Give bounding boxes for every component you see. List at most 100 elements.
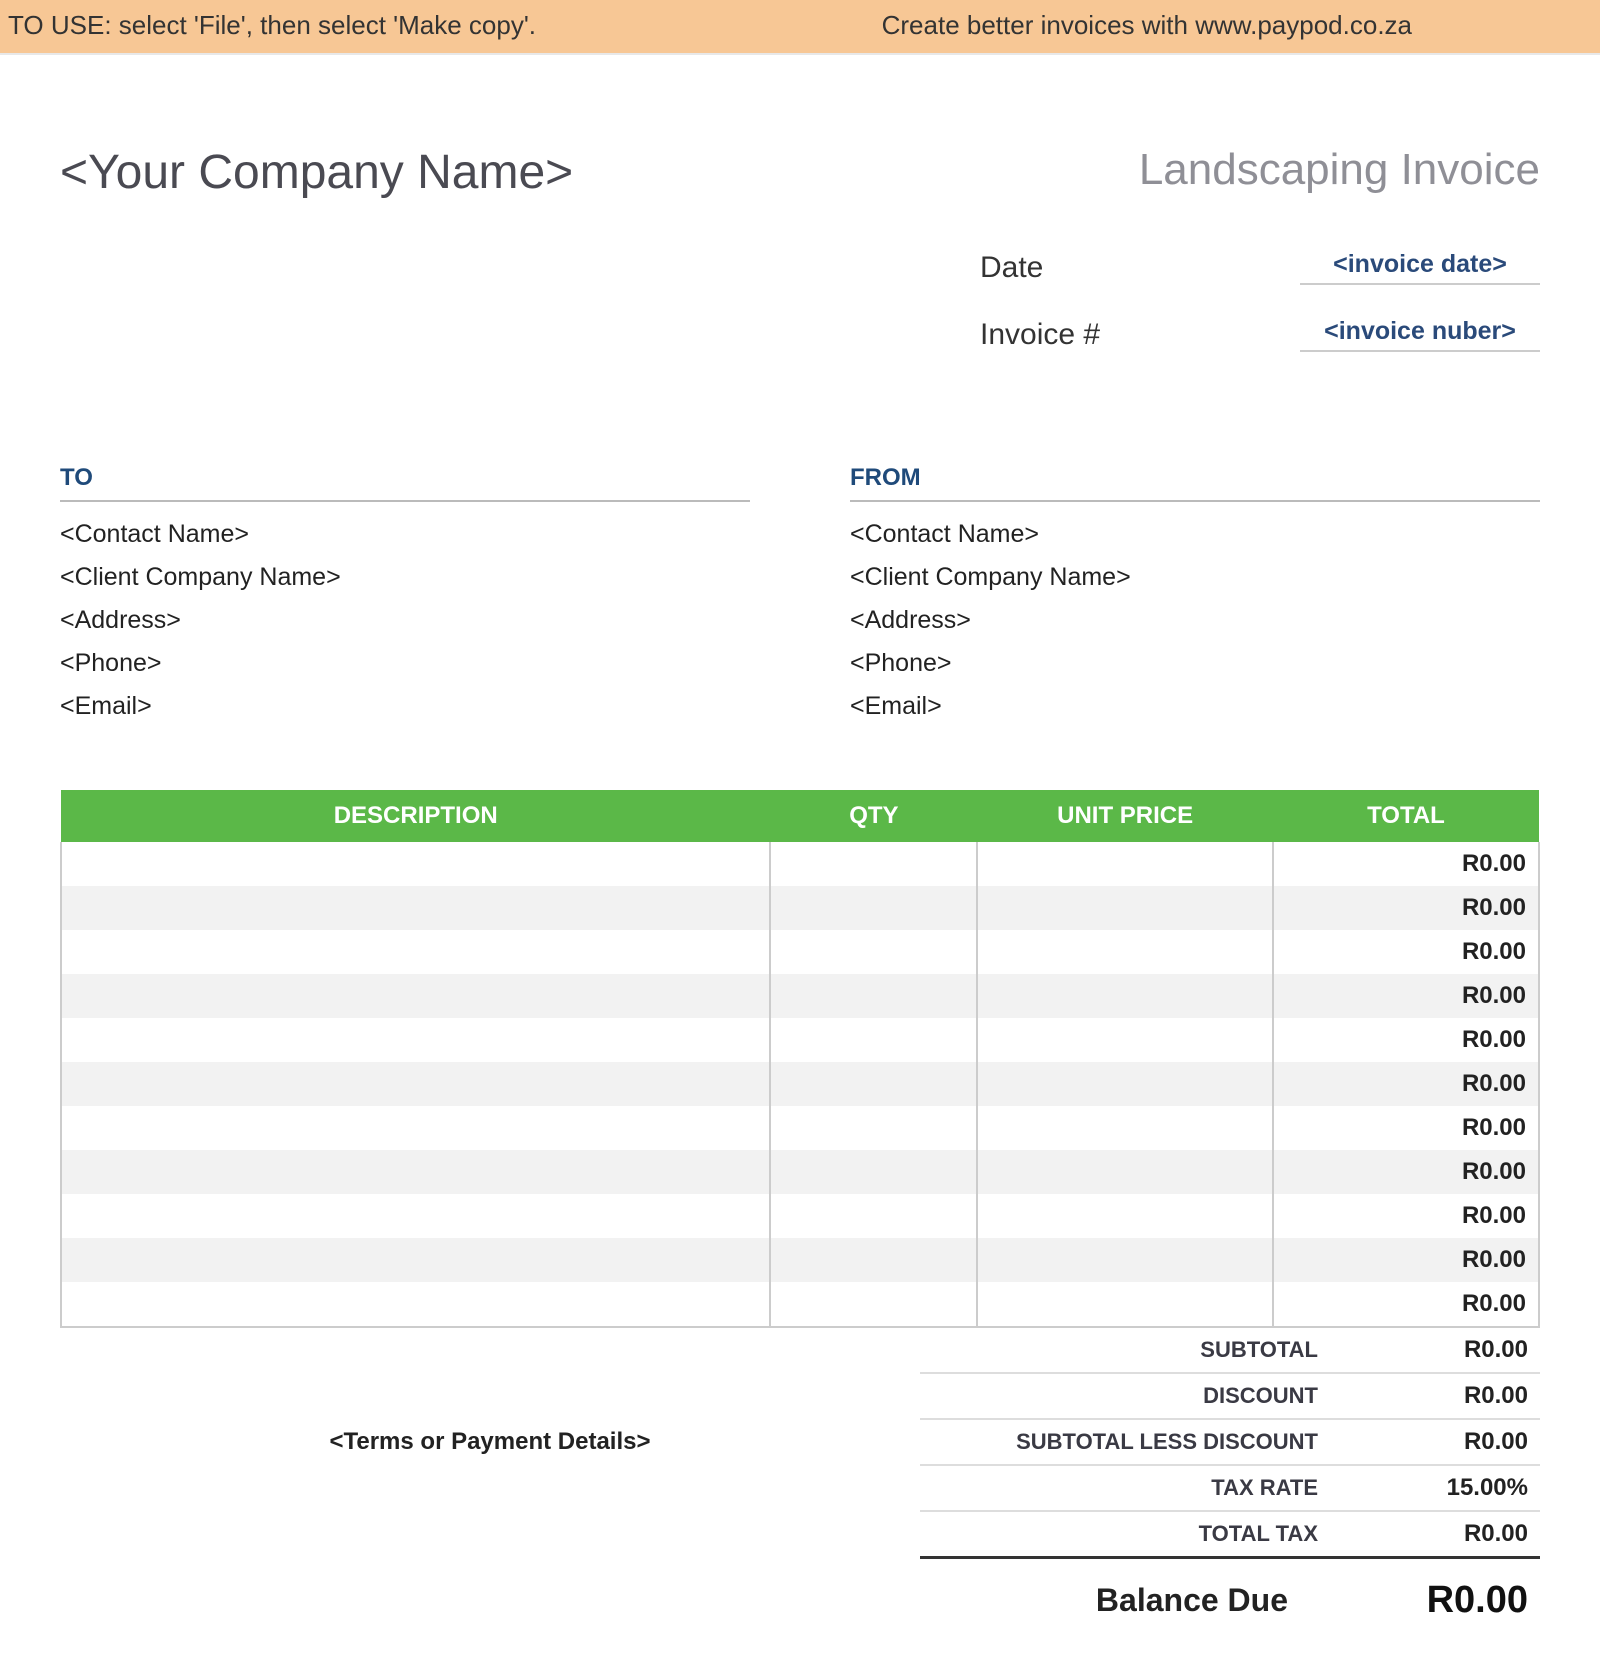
table-header-row: DESCRIPTION QTY UNIT PRICE TOTAL xyxy=(61,790,1539,842)
sum-tax-rate: TAX RATE 15.00% xyxy=(920,1466,1540,1512)
cell-unit_price xyxy=(977,1150,1273,1194)
table-row: R0.00 xyxy=(61,1062,1539,1106)
balance-label: Balance Due xyxy=(920,1582,1328,1619)
cell-qty xyxy=(770,1106,977,1150)
invoice-meta: Date <invoice date> Invoice # <invoice n… xyxy=(60,250,1540,384)
cell-qty xyxy=(770,930,977,974)
to-line: <Client Company Name> xyxy=(60,563,750,592)
meta-number-row: Invoice # <invoice nuber> xyxy=(980,317,1540,352)
to-line: <Email> xyxy=(60,692,750,721)
from-block: FROM <Contact Name> <Client Company Name>… xyxy=(850,464,1540,735)
date-value: <invoice date> xyxy=(1300,250,1540,285)
total-tax-value: R0.00 xyxy=(1358,1520,1528,1548)
cell-unit_price xyxy=(977,1194,1273,1238)
balance-due-row: Balance Due R0.00 xyxy=(920,1556,1540,1630)
table-row: R0.00 xyxy=(61,1106,1539,1150)
subtotal-label: SUBTOTAL xyxy=(920,1337,1358,1363)
discount-value: R0.00 xyxy=(1358,1382,1528,1410)
cell-description xyxy=(61,886,770,930)
banner-left-text: TO USE: select 'File', then select 'Make… xyxy=(8,10,536,41)
from-line: <Email> xyxy=(850,692,1540,721)
sum-discount: DISCOUNT R0.00 xyxy=(920,1374,1540,1420)
table-row: R0.00 xyxy=(61,1282,1539,1327)
cell-qty xyxy=(770,1282,977,1327)
sum-total-tax: TOTAL TAX R0.00 xyxy=(920,1512,1540,1558)
terms-text: <Terms or Payment Details> xyxy=(60,1328,920,1630)
table-row: R0.00 xyxy=(61,842,1539,886)
cell-qty xyxy=(770,1062,977,1106)
from-line: <Contact Name> xyxy=(850,520,1540,549)
cell-description xyxy=(61,974,770,1018)
table-row: R0.00 xyxy=(61,1238,1539,1282)
cell-description xyxy=(61,1194,770,1238)
cell-qty xyxy=(770,886,977,930)
to-line: <Address> xyxy=(60,606,750,635)
cell-qty xyxy=(770,842,977,886)
cell-total: R0.00 xyxy=(1273,1282,1539,1327)
table-row: R0.00 xyxy=(61,1150,1539,1194)
invoice-page: <Your Company Name> Landscaping Invoice … xyxy=(0,55,1600,1670)
line-items-table: DESCRIPTION QTY UNIT PRICE TOTAL R0.00R0… xyxy=(60,790,1540,1328)
invoice-title: Landscaping Invoice xyxy=(1139,145,1540,195)
cell-total: R0.00 xyxy=(1273,1238,1539,1282)
cell-unit_price xyxy=(977,886,1273,930)
cell-unit_price xyxy=(977,1106,1273,1150)
cell-unit_price xyxy=(977,842,1273,886)
parties-section: TO <Contact Name> <Client Company Name> <A… xyxy=(60,464,1540,735)
col-unit-price: UNIT PRICE xyxy=(977,790,1273,842)
less-discount-label: SUBTOTAL LESS DISCOUNT xyxy=(920,1429,1358,1455)
company-name: <Your Company Name> xyxy=(60,145,573,200)
cell-description xyxy=(61,1106,770,1150)
table-row: R0.00 xyxy=(61,1194,1539,1238)
cell-total: R0.00 xyxy=(1273,1150,1539,1194)
summary-block: SUBTOTAL R0.00 DISCOUNT R0.00 SUBTOTAL L… xyxy=(920,1328,1540,1630)
date-label: Date xyxy=(980,251,1043,285)
cell-total: R0.00 xyxy=(1273,974,1539,1018)
sum-less-discount: SUBTOTAL LESS DISCOUNT R0.00 xyxy=(920,1420,1540,1466)
table-row: R0.00 xyxy=(61,886,1539,930)
cell-total: R0.00 xyxy=(1273,930,1539,974)
sum-subtotal: SUBTOTAL R0.00 xyxy=(920,1328,1540,1374)
cell-total: R0.00 xyxy=(1273,1062,1539,1106)
cell-qty xyxy=(770,1194,977,1238)
to-line: <Contact Name> xyxy=(60,520,750,549)
less-discount-value: R0.00 xyxy=(1358,1428,1528,1456)
cell-qty xyxy=(770,974,977,1018)
from-heading: FROM xyxy=(850,464,1540,502)
cell-qty xyxy=(770,1018,977,1062)
cell-qty xyxy=(770,1150,977,1194)
cell-total: R0.00 xyxy=(1273,1018,1539,1062)
cell-description xyxy=(61,1062,770,1106)
cell-total: R0.00 xyxy=(1273,1106,1539,1150)
cell-total: R0.00 xyxy=(1273,842,1539,886)
cell-total: R0.00 xyxy=(1273,1194,1539,1238)
meta-date-row: Date <invoice date> xyxy=(980,250,1540,285)
cell-unit_price xyxy=(977,974,1273,1018)
cell-unit_price xyxy=(977,930,1273,974)
table-row: R0.00 xyxy=(61,930,1539,974)
banner-right-text: Create better invoices with www.paypod.c… xyxy=(882,10,1592,41)
table-row: R0.00 xyxy=(61,974,1539,1018)
tax-rate-label: TAX RATE xyxy=(920,1475,1358,1501)
col-total: TOTAL xyxy=(1273,790,1539,842)
usage-banner: TO USE: select 'File', then select 'Make… xyxy=(0,0,1600,55)
from-line: <Phone> xyxy=(850,649,1540,678)
cell-description xyxy=(61,1150,770,1194)
to-heading: TO xyxy=(60,464,750,502)
from-line: <Client Company Name> xyxy=(850,563,1540,592)
footer-section: <Terms or Payment Details> SUBTOTAL R0.0… xyxy=(60,1328,1540,1630)
cell-unit_price xyxy=(977,1062,1273,1106)
header-row: <Your Company Name> Landscaping Invoice xyxy=(60,145,1540,200)
cell-unit_price xyxy=(977,1018,1273,1062)
discount-label: DISCOUNT xyxy=(920,1383,1358,1409)
invoice-number-label: Invoice # xyxy=(980,318,1100,352)
cell-total: R0.00 xyxy=(1273,886,1539,930)
tax-rate-value: 15.00% xyxy=(1358,1474,1528,1502)
subtotal-value: R0.00 xyxy=(1358,1336,1528,1364)
col-qty: QTY xyxy=(770,790,977,842)
cell-description xyxy=(61,930,770,974)
balance-value: R0.00 xyxy=(1328,1579,1528,1622)
col-description: DESCRIPTION xyxy=(61,790,770,842)
cell-unit_price xyxy=(977,1282,1273,1327)
cell-description xyxy=(61,1018,770,1062)
